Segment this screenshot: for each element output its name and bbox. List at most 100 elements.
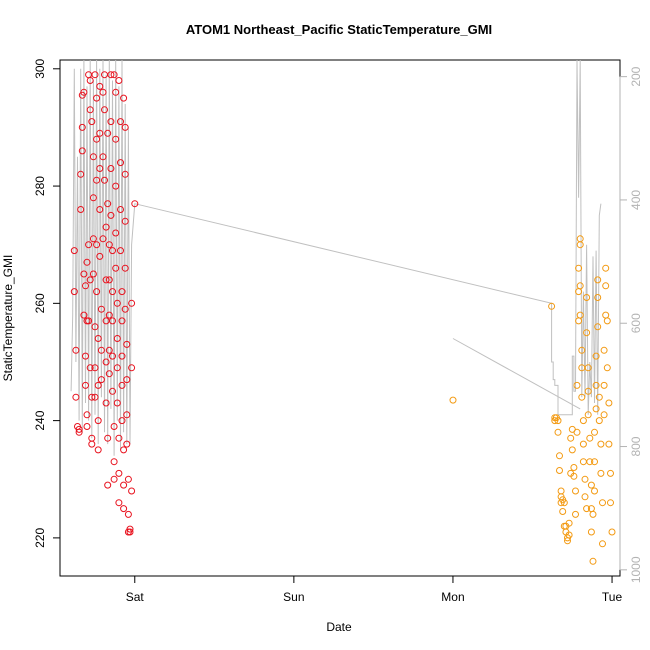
y-tick-label: 260 [33,293,47,313]
data-point [110,475,118,483]
data-point [568,446,576,454]
data-point [109,317,116,325]
data-point [86,276,94,284]
data-point [128,299,136,307]
data-point [107,165,115,172]
data-point [91,323,99,331]
data-point [556,467,563,474]
data-point [591,428,598,436]
data-point [97,346,105,354]
data-point [110,458,118,466]
x-tick-label: Sat [126,590,145,604]
y2-tick-label: 600 [629,313,643,333]
y-tick-label: 300 [33,58,47,78]
data-point [115,434,123,442]
data-point [102,276,110,284]
data-point [556,452,563,460]
data-point [112,88,120,96]
y-tick-label: 280 [33,176,47,196]
data-point [88,118,96,126]
data-point [115,499,123,507]
data-point [587,528,595,536]
data-point [579,458,587,466]
data-point [123,340,131,348]
data-point [600,411,608,419]
data-point [605,399,613,407]
data-point [89,235,97,243]
data-point [118,417,126,425]
data-point [583,329,591,337]
data-point [78,123,86,131]
data-point [109,288,116,296]
data-point [80,270,88,278]
data-point [591,487,598,495]
data-point [581,493,589,501]
data-point [105,311,113,319]
data-point [567,434,575,442]
data-point [591,458,598,466]
data-point [88,440,96,448]
data-point [117,159,124,167]
data-point [77,206,85,213]
data-point [597,469,605,477]
data-point [589,510,597,518]
data-point [575,317,583,325]
data-point [104,434,112,442]
data-point [91,71,99,79]
data-point [105,370,113,378]
data-point [602,264,610,272]
data-point [112,182,120,190]
data-point [83,423,91,430]
data-point [105,346,113,354]
data-point [104,200,112,208]
x-tick-label: Tue [602,590,623,604]
data-point [554,428,562,436]
data-point [113,299,121,307]
data-point [607,469,614,477]
data-point [586,458,594,466]
data-point [570,464,578,471]
data-point [77,170,85,178]
data-point [82,352,89,360]
data-point [599,540,606,548]
data-point [123,411,131,419]
chart-title: ATOM1 Northeast_Pacific StaticTemperatur… [186,22,492,37]
data-point [105,241,113,249]
x-tick-label: Mon [441,590,464,604]
data-point [109,387,116,395]
data-point [105,276,113,284]
data-point [109,247,116,255]
data-point [110,423,118,430]
data-point [86,106,94,114]
data-point [576,241,584,249]
data-point [101,176,108,184]
y2-tick-label: 200 [629,66,643,86]
x-tick-label: Sun [283,590,304,604]
data-point [70,288,78,296]
data-point [603,317,611,325]
data-point [592,352,600,360]
data-point [91,364,99,372]
data-point [99,235,107,243]
data-point [94,335,102,342]
plot-area-frame [59,59,621,577]
data-point [559,508,567,515]
y-axis-label: StaticTemperature_GMI [1,255,15,382]
data-point [594,276,602,284]
data-point [120,446,128,454]
data-point [72,393,80,401]
data-point [584,364,592,372]
data-point [102,358,110,366]
data-point [104,481,112,489]
data-point [123,440,131,448]
data-point [85,317,93,325]
data-point [592,381,600,389]
data-point [113,399,121,407]
data-point [595,393,603,401]
data-point [118,317,126,325]
data-point [578,393,586,401]
data-point [120,94,128,102]
profile-line-layer [70,59,602,456]
data-point [86,77,94,84]
data-point [94,381,102,389]
